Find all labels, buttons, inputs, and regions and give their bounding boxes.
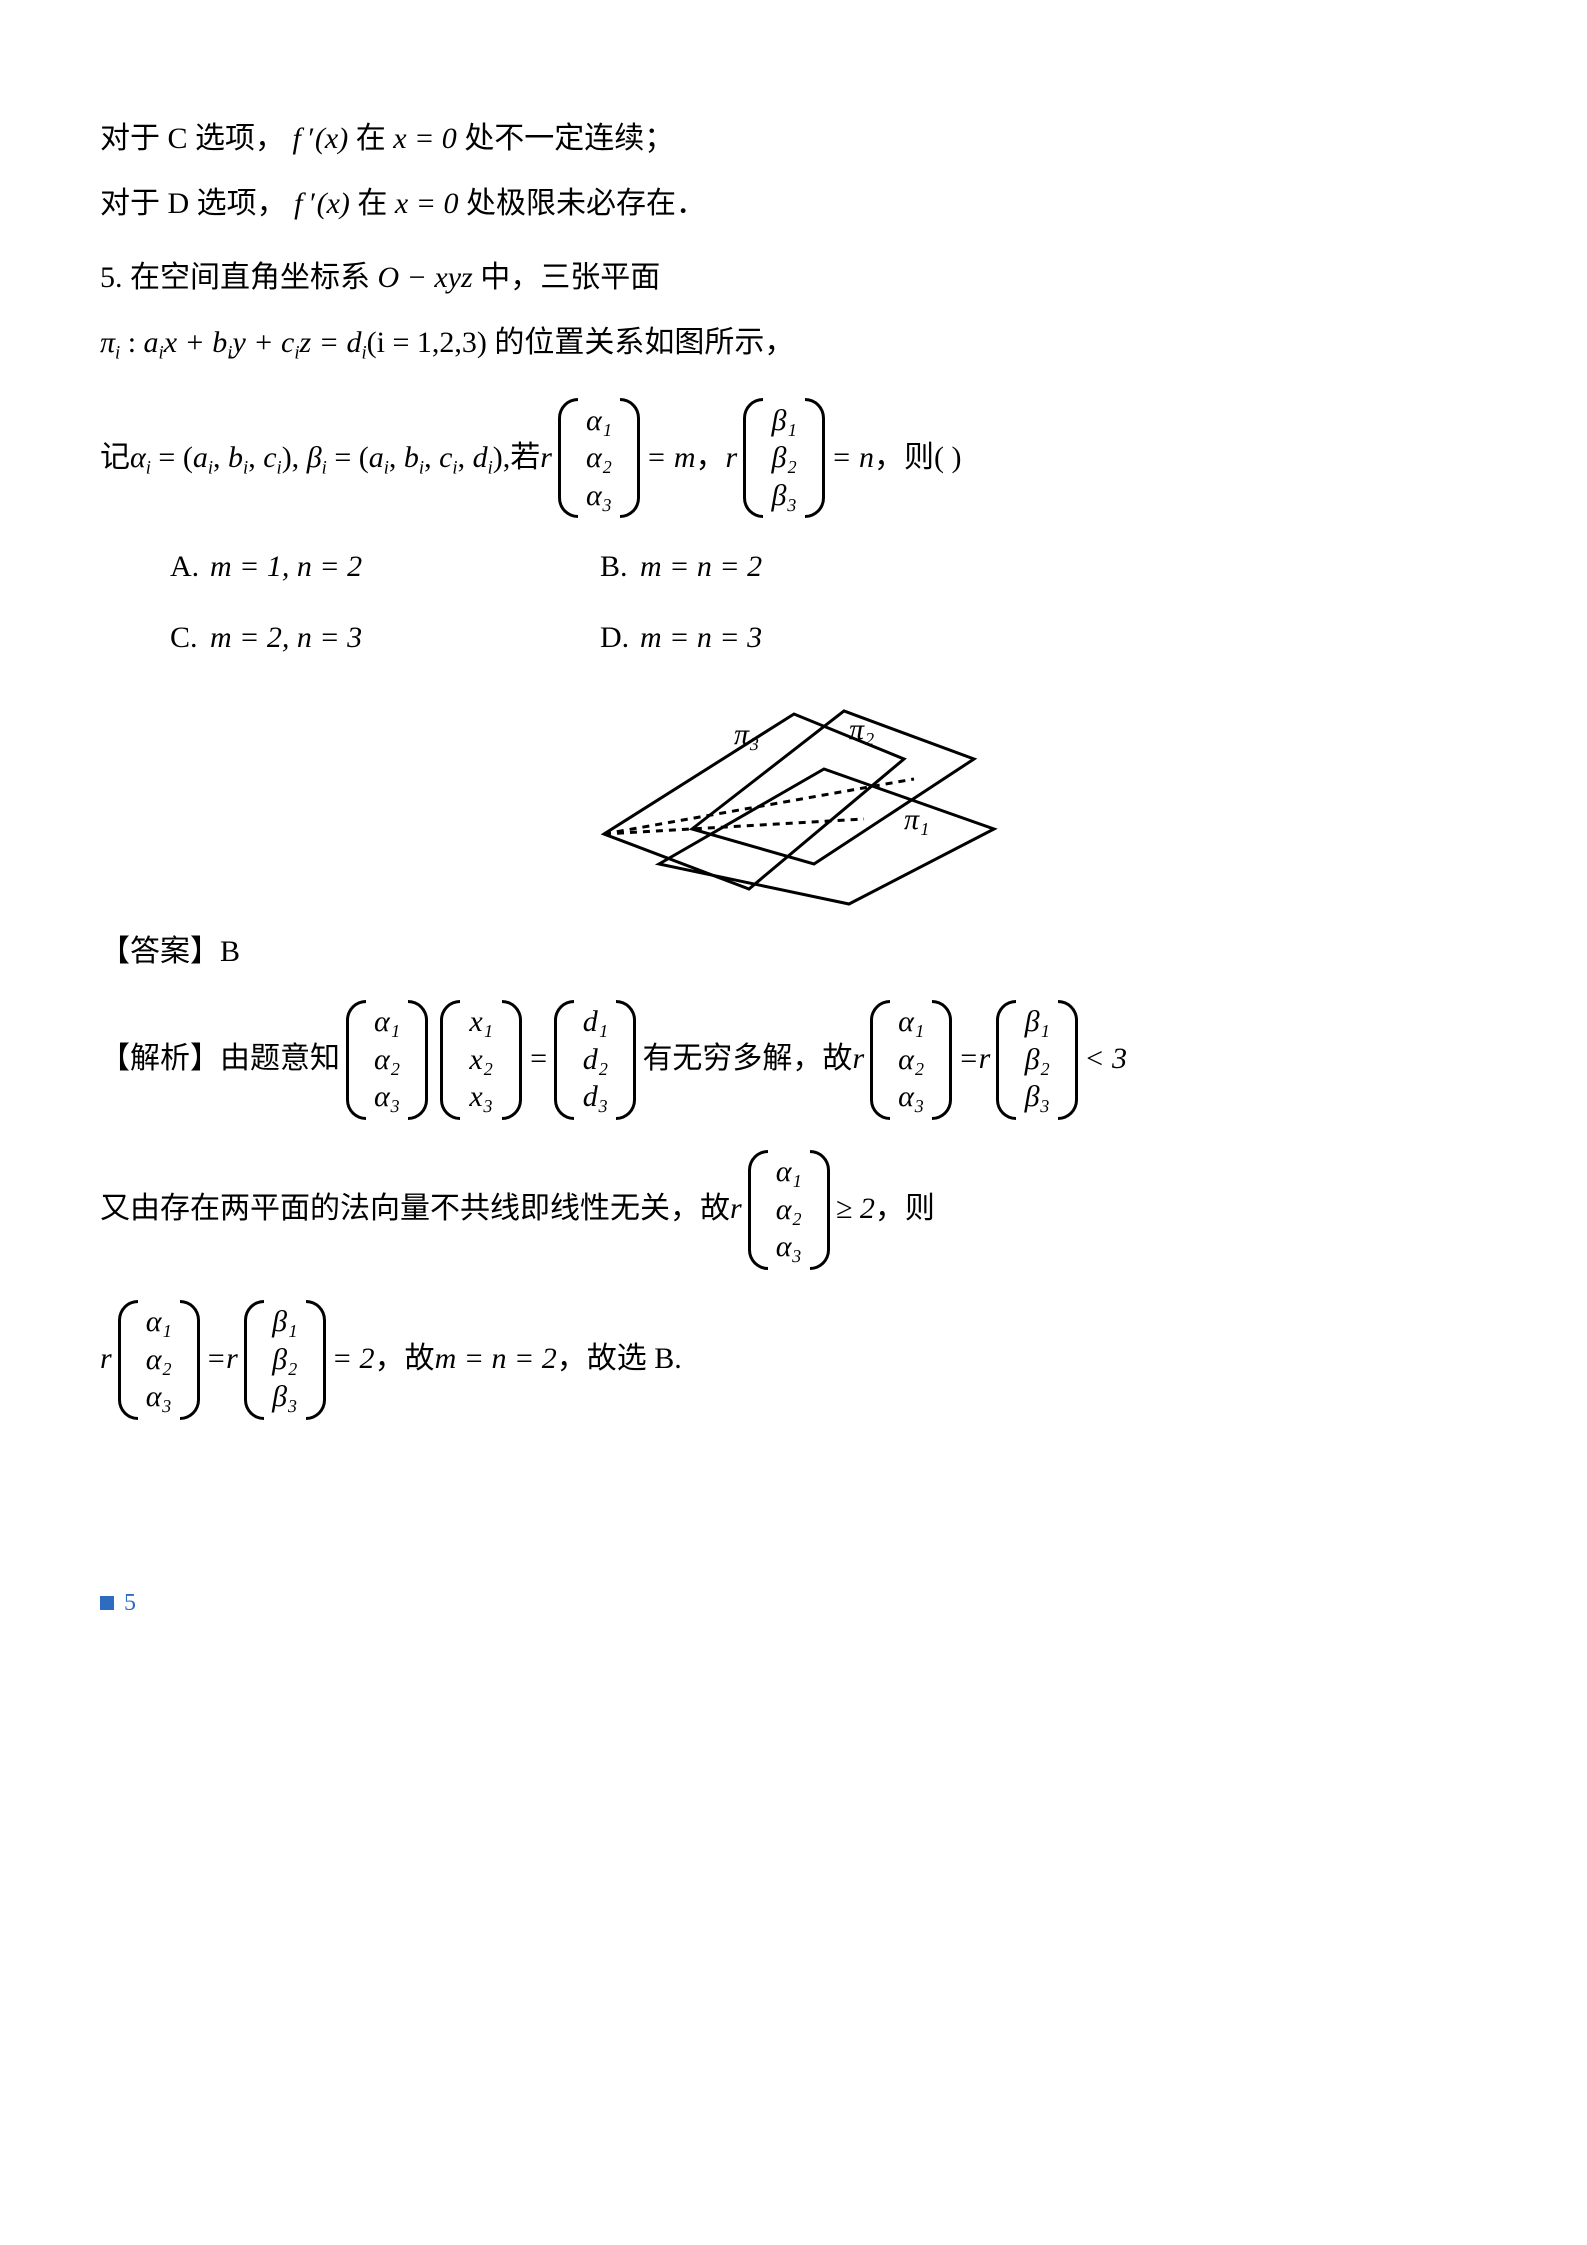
option-a: A. m = 1, n = 2 [170, 538, 600, 597]
text: ，故 [375, 1330, 435, 1389]
option-c: C. m = 2, n = 3 [170, 609, 600, 668]
pi-i: πi [100, 326, 128, 359]
text: 对于 C 选项， [100, 122, 285, 155]
math-fprime: f ′(x) [294, 187, 350, 220]
text: ，则( ) [874, 429, 961, 488]
lt3: < 3 [1084, 1030, 1127, 1089]
option-b: B. m = n = 2 [600, 538, 1030, 597]
eq2: = 2 [332, 1330, 375, 1389]
option-value: m = 1, n = 2 [210, 538, 362, 597]
comment-d: 对于 D 选项， f ′(x) 在 x = 0 处极限未必存在． [100, 175, 1487, 234]
eq: = [958, 1030, 978, 1089]
text: 处不一定连续； [464, 122, 674, 155]
solution-line1: 【解析】由题意知 α₁α₂α₃ x₁x₂x₃ = d₁d₂d₃ 有无穷多解，故 … [100, 1000, 1487, 1120]
figure-planes: π₃ π₂ π₁ [100, 679, 1487, 909]
pi2-label: π₂ [849, 713, 874, 746]
text: 中，三张平面 [480, 261, 660, 294]
option-d: D. m = n = 3 [600, 609, 1030, 668]
matrix-beta: β₁β₂β₃ [240, 1300, 330, 1420]
text: 在 [357, 187, 387, 220]
mn2: m = n = 2 [435, 1330, 557, 1389]
pi1-label: π₁ [904, 803, 929, 836]
math-oxyz: O − xyz [378, 261, 473, 294]
r: r [540, 429, 552, 488]
r: r [226, 1330, 238, 1389]
text: 记 [100, 429, 130, 488]
text: 处极限未必存在． [466, 187, 706, 220]
matrix-alpha: α₁α₂α₃ [744, 1150, 834, 1270]
matrix-alpha: α₁α₂α₃ [554, 398, 644, 518]
options: A. m = 1, n = 2 B. m = n = 2 C. m = 2, n… [170, 538, 1487, 667]
solution-line3: r α₁α₂α₃ = r β₁β₂β₃ = 2 ，故 m = n = 2 ，故选… [100, 1300, 1487, 1420]
answer-label: 【答案】 [100, 935, 220, 968]
text: 的位置关系如图所示， [494, 326, 794, 359]
matrix-alpha: α₁α₂α₃ [866, 1000, 956, 1120]
text: 又由存在两平面的法向量不共线即线性无关，故 [100, 1180, 730, 1239]
text: 若 [510, 429, 540, 488]
r: r [852, 1030, 864, 1089]
option-value: m = n = 3 [640, 609, 762, 668]
text: 5. 在空间直角坐标系 [100, 261, 370, 294]
math-x0: x = 0 [395, 187, 459, 220]
ge2: ≥ 2 [836, 1180, 875, 1239]
text: ，故选 B. [557, 1330, 682, 1389]
q5-line3: 记 αi = (ai, bi, ci), βi = (ai, bi, ci, d… [100, 398, 1487, 518]
text: 【解析】由题意知 [100, 1030, 340, 1089]
option-label: C. [170, 609, 210, 668]
matrix-x: x₁x₂x₃ [436, 1000, 526, 1120]
r: r [726, 429, 738, 488]
text: 对于 D 选项， [100, 187, 287, 220]
r: r [100, 1330, 112, 1389]
math-x0: x = 0 [393, 122, 457, 155]
matrix-d: d₁d₂d₃ [550, 1000, 640, 1120]
comma: ， [696, 429, 726, 488]
option-value: m = n = 2 [640, 538, 762, 597]
matrix-alpha: α₁α₂α₃ [342, 1000, 432, 1120]
option-label: A. [170, 538, 210, 597]
answer: 【答案】B [100, 923, 1487, 982]
page-number: 5 [124, 1580, 136, 1627]
eq-m: = m [646, 429, 695, 488]
pi3-label: π₃ [734, 718, 759, 751]
q5-line2: πi : aix + biy + ciz = di(i = 1,2,3) 的位置… [100, 314, 1487, 373]
math-fprime: f ′(x) [293, 122, 349, 155]
page-footer: 5 [100, 1580, 1487, 1627]
eq: = [528, 1030, 548, 1089]
matrix-alpha: α₁α₂α₃ [114, 1300, 204, 1420]
matrix-beta: β₁β₂β₃ [739, 398, 829, 518]
colon: : [128, 326, 144, 359]
text: ，则 [875, 1180, 935, 1239]
footer-square-icon [100, 1596, 114, 1610]
option-label: D. [600, 609, 640, 668]
solution-line2: 又由存在两平面的法向量不共线即线性无关，故 r α₁α₂α₃ ≥ 2 ，则 [100, 1150, 1487, 1270]
r: r [979, 1030, 991, 1089]
planes-svg: π₃ π₂ π₁ [584, 679, 1004, 909]
r: r [730, 1180, 742, 1239]
option-label: B. [600, 538, 640, 597]
text: 在 [356, 122, 386, 155]
eq: = [206, 1330, 226, 1389]
q5-line1: 5. 在空间直角坐标系 O − xyz 中，三张平面 [100, 249, 1487, 308]
eq-n: = n [831, 429, 874, 488]
matrix-beta: β₁β₂β₃ [992, 1000, 1082, 1120]
plane-eq: aix + biy + ciz = di(i = 1,2,3) [144, 326, 495, 359]
answer-value: B [220, 935, 240, 968]
text: 有无穷多解，故 [642, 1030, 852, 1089]
alpha-def: αi = (ai, bi, ci), βi = (ai, bi, ci, di)… [130, 429, 510, 488]
comment-c: 对于 C 选项， f ′(x) 在 x = 0 处不一定连续； [100, 110, 1487, 169]
option-value: m = 2, n = 3 [210, 609, 362, 668]
